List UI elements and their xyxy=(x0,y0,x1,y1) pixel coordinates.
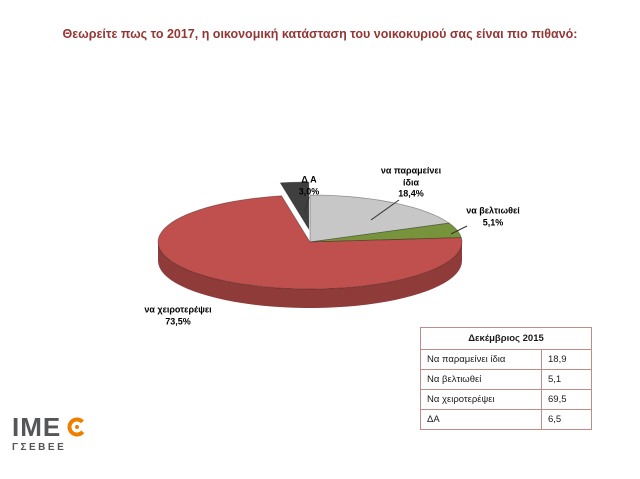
pie-slice-0 xyxy=(309,194,451,243)
leader-line xyxy=(304,196,310,212)
pie-callout-veltiothei: να βελτιωθεί 5,1% xyxy=(466,205,520,227)
row-value: 69,5 xyxy=(541,389,592,410)
ime-gsevee-logo: IME ΓΣΕΒΕΕ xyxy=(12,414,88,453)
leader-line xyxy=(450,225,468,235)
leader-line xyxy=(370,199,400,221)
gsevee-logo-icon xyxy=(67,417,87,437)
row-value: 18,9 xyxy=(541,349,592,370)
row-label: Να παραμείνει ίδια xyxy=(420,349,542,370)
table-row: ΔΑ 6,5 xyxy=(420,409,592,430)
table-header: Δεκέμβριος 2015 xyxy=(420,327,592,350)
table-header-row: Δεκέμβριος 2015 xyxy=(420,327,592,350)
row-value: 5,1 xyxy=(541,369,592,390)
chart-title: Θεωρείτε πως το 2017, η οικονομική κατάσ… xyxy=(62,27,578,41)
row-value: 6,5 xyxy=(541,409,592,430)
pie-slice-2 xyxy=(157,195,463,290)
table-row: Να παραμείνει ίδια 18,9 xyxy=(420,349,592,370)
row-label: ΔΑ xyxy=(420,409,542,430)
table-row: Να βελτιωθεί 5,1 xyxy=(420,369,592,390)
pie-slice-side-2 xyxy=(158,242,462,308)
pie-slice-3 xyxy=(279,181,310,231)
data-table: Δεκέμβριος 2015 Να παραμείνει ίδια 18,9 … xyxy=(420,327,592,430)
logo-ime-text: IME xyxy=(12,412,62,442)
row-label: Να χειροτερέψει xyxy=(420,389,542,410)
pie-slice-1 xyxy=(309,222,462,243)
pie-callout-xeiroterepsei: να χειροτερέψει 73,5% xyxy=(144,304,212,326)
logo-gsevee-text: ΓΣΕΒΕΕ xyxy=(12,442,67,453)
table-row: Να χειροτερέψει 69,5 xyxy=(420,389,592,410)
pie-callout-da: Δ Α 3,0% xyxy=(298,174,320,196)
row-label: Να βελτιωθεί xyxy=(420,369,542,390)
pie-callout-paramenei: να παραμείνει ίδια 18,4% xyxy=(380,165,442,199)
